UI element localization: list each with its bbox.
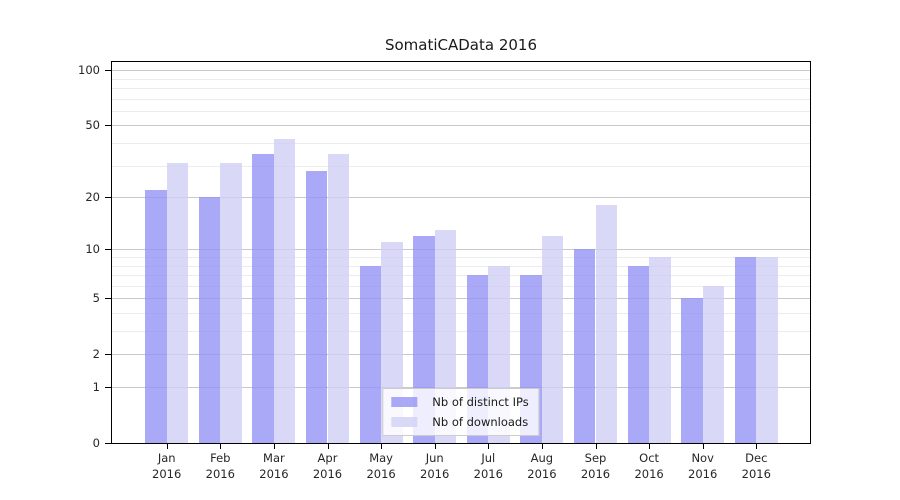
gridline-major-5 <box>112 298 810 300</box>
bar-downloads-apr <box>327 153 350 443</box>
bar-distinct-ips-nov <box>681 298 703 443</box>
gridline-minor-80 <box>112 88 810 89</box>
y-tick-20 <box>105 197 111 199</box>
y-tick-label-0: 0 <box>92 436 100 450</box>
bar-downloads-mar <box>273 139 296 443</box>
x-tick-label-oct: Oct 2016 <box>634 451 664 481</box>
gridline-minor-8 <box>112 265 810 267</box>
y-tick-100 <box>105 70 111 72</box>
bar-distinct-ips-feb <box>198 197 221 443</box>
plot-area: Nb of distinct IPs Nb of downloads <box>111 61 811 444</box>
y-tick-label-10: 10 <box>85 242 100 257</box>
legend: Nb of distinct IPs Nb of downloads <box>382 388 540 436</box>
bar-distinct-ips-sep <box>573 249 596 443</box>
x-tick-label-jun: Jun 2016 <box>420 451 450 481</box>
y-tick-label-1: 1 <box>92 380 100 394</box>
x-tick-apr <box>327 444 329 449</box>
gridline-minor-90 <box>112 78 810 80</box>
y-tick-label-20: 20 <box>85 190 100 205</box>
x-tick-label-apr: Apr 2016 <box>312 451 343 481</box>
gridline-major-50 <box>112 125 810 127</box>
bar-downloads-nov <box>702 285 725 443</box>
gridline-major-10 <box>112 249 810 251</box>
x-tick-label-mar: Mar 2016 <box>259 451 289 481</box>
bar-distinct-ips-mar <box>252 153 274 443</box>
legend-label-distinct-ips: Nb of distinct IPs <box>432 395 529 409</box>
bar-distinct-ips-dec <box>734 257 757 443</box>
gridline-minor-60 <box>112 110 810 112</box>
x-tick-label-jan: Jan 2016 <box>152 451 182 481</box>
x-tick-sep <box>595 444 597 449</box>
bar-distinct-ips-apr <box>305 171 328 443</box>
bar-downloads-jan <box>166 163 189 443</box>
y-tick-1 <box>105 387 111 388</box>
bar-downloads-oct <box>649 257 671 443</box>
x-tick-label-dec: Dec 2016 <box>741 451 771 481</box>
y-tick-10 <box>105 249 111 251</box>
gridline-minor-70 <box>112 98 810 100</box>
x-tick-aug <box>541 444 543 449</box>
y-tick-50 <box>105 125 111 127</box>
y-tick-label-100: 100 <box>78 63 100 78</box>
y-tick-label-5: 5 <box>92 291 100 306</box>
gridline-major-2 <box>112 354 810 356</box>
legend-swatch-downloads <box>391 417 418 427</box>
bar-downloads-dec <box>756 257 778 443</box>
legend-item-downloads: Nb of downloads <box>391 415 528 429</box>
gridline-minor-6 <box>112 285 810 287</box>
gridline-minor-7 <box>112 275 810 276</box>
y-tick-label-2: 2 <box>92 347 100 362</box>
gridline-minor-9 <box>112 257 810 258</box>
x-tick-label-sep: Sep 2016 <box>580 451 611 481</box>
y-tick-0 <box>105 443 111 444</box>
x-tick-may <box>381 444 383 449</box>
x-tick-nov <box>702 444 704 449</box>
x-tick-jun <box>434 444 436 449</box>
x-tick-label-aug: Aug 2016 <box>527 451 557 481</box>
bar-downloads-sep <box>595 205 618 443</box>
x-tick-oct <box>649 444 651 449</box>
legend-label-downloads: Nb of downloads <box>432 415 529 429</box>
gridline-major-1 <box>112 387 810 388</box>
bar-distinct-ips-jan <box>145 189 167 443</box>
gridline-minor-3 <box>112 331 810 332</box>
x-tick-jan <box>166 444 168 449</box>
legend-item-distinct-ips: Nb of distinct IPs <box>391 395 529 409</box>
y-tick-2 <box>105 354 111 356</box>
x-tick-label-may: May 2016 <box>366 451 396 481</box>
x-tick-feb <box>220 444 222 449</box>
y-tick-5 <box>105 298 111 300</box>
bar-distinct-ips-may <box>359 265 382 443</box>
bar-distinct-ips-oct <box>627 265 650 443</box>
gridline-minor-4 <box>112 313 810 314</box>
y-tick-label-50: 50 <box>85 118 100 133</box>
x-tick-label-feb: Feb 2016 <box>205 451 235 481</box>
chart-title: SomatiCAData 2016 <box>384 36 538 54</box>
bar-downloads-feb <box>220 163 242 443</box>
bar-downloads-aug <box>541 235 564 443</box>
x-tick-dec <box>756 444 758 449</box>
gridline-minor-40 <box>112 143 810 144</box>
legend-swatch-distinct-ips <box>391 397 418 407</box>
gridline-major-20 <box>112 197 810 199</box>
x-tick-jul <box>488 444 490 449</box>
gridline-minor-30 <box>112 165 810 167</box>
x-tick-label-jul: Jul 2016 <box>473 451 503 481</box>
gridline-major-100 <box>112 70 810 72</box>
x-tick-mar <box>273 444 275 449</box>
x-tick-label-nov: Nov 2016 <box>688 451 718 481</box>
